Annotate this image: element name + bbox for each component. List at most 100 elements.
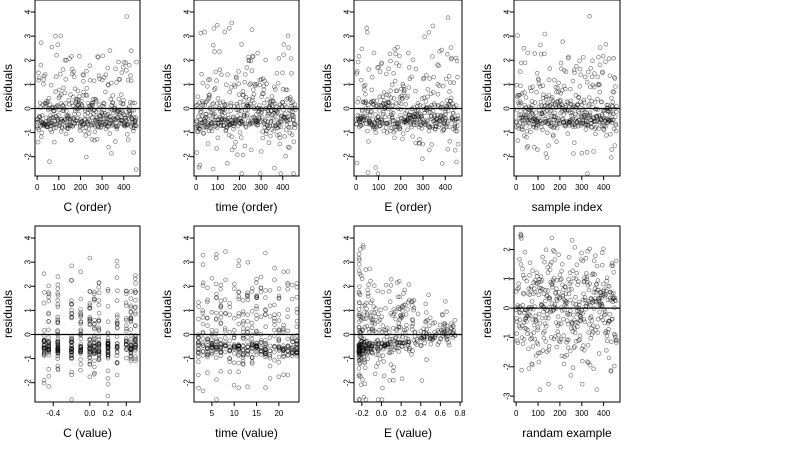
data-point	[575, 109, 581, 114]
data-point	[285, 269, 291, 274]
data-point	[273, 87, 278, 92]
data-point	[232, 343, 237, 349]
data-point	[276, 346, 282, 352]
y-tick-label: 2	[343, 58, 352, 63]
data-point	[394, 60, 399, 66]
data-point	[55, 346, 61, 351]
data-point	[96, 328, 102, 333]
data-point	[87, 352, 92, 358]
data-point	[437, 122, 443, 128]
data-point	[566, 119, 572, 125]
data-point	[361, 354, 367, 359]
data-point	[368, 346, 374, 351]
data-point	[553, 105, 559, 110]
data-point	[274, 110, 280, 115]
data-point	[114, 325, 120, 331]
y-tick-label: 3	[183, 33, 192, 38]
data-point	[397, 306, 403, 312]
data-point	[574, 270, 579, 276]
y-tick-label: 3	[343, 33, 352, 38]
data-point	[46, 335, 51, 340]
data-point	[283, 118, 289, 123]
data-point	[611, 363, 617, 369]
data-point	[365, 291, 371, 296]
data-point	[527, 292, 532, 298]
data-point	[586, 322, 592, 327]
data-point	[249, 355, 255, 361]
data-point	[69, 302, 74, 308]
data-point	[595, 81, 601, 87]
data-point	[87, 289, 93, 294]
data-point	[583, 255, 589, 261]
data-point	[442, 123, 447, 129]
data-point	[410, 113, 416, 119]
data-point	[366, 350, 371, 356]
data-point	[204, 115, 209, 120]
data-point	[517, 317, 522, 323]
data-point	[43, 123, 48, 128]
data-point	[214, 344, 219, 350]
data-point	[526, 120, 531, 125]
data-point	[583, 306, 588, 312]
data-point	[371, 98, 376, 104]
data-point	[369, 350, 375, 356]
data-point	[375, 342, 381, 348]
data-point	[133, 356, 138, 362]
data-point	[96, 356, 102, 362]
data-point	[218, 350, 224, 355]
data-point	[289, 113, 295, 118]
data-point	[575, 123, 581, 129]
data-point	[114, 124, 120, 130]
data-point	[115, 115, 120, 120]
data-point	[46, 344, 52, 349]
data-point	[558, 66, 564, 71]
data-point	[260, 129, 265, 134]
data-point	[398, 340, 404, 346]
data-point	[530, 116, 536, 121]
data-point	[518, 100, 524, 106]
data-point	[583, 271, 589, 276]
data-point	[589, 74, 595, 80]
data-point	[366, 117, 372, 122]
data-point	[449, 116, 455, 121]
data-point	[47, 102, 53, 108]
data-point	[365, 128, 370, 134]
data-point	[130, 125, 136, 131]
data-point	[55, 297, 60, 303]
data-point	[356, 347, 362, 352]
y-tick-label: -1	[343, 355, 352, 363]
data-point	[526, 286, 531, 292]
data-point	[272, 343, 277, 349]
data-point	[453, 116, 459, 122]
data-point	[123, 117, 129, 123]
data-point	[401, 119, 407, 125]
y-tick-label: -2	[343, 379, 352, 387]
data-point	[200, 315, 206, 320]
data-point	[419, 378, 425, 383]
data-point	[439, 312, 445, 317]
data-point	[203, 99, 209, 105]
data-point	[387, 299, 393, 305]
x-tick-label: 400	[439, 183, 453, 192]
data-point	[441, 121, 447, 126]
data-point	[565, 312, 571, 318]
data-point	[87, 350, 92, 355]
data-point	[394, 339, 400, 345]
data-point	[231, 335, 237, 340]
data-point	[579, 381, 585, 387]
data-point	[276, 318, 282, 323]
data-point	[521, 320, 527, 325]
data-point	[438, 336, 444, 342]
data-point	[404, 118, 410, 124]
data-point	[611, 75, 617, 80]
data-point	[236, 347, 242, 353]
data-point	[583, 117, 589, 122]
data-point	[613, 337, 619, 343]
data-point	[546, 143, 551, 148]
data-point	[227, 369, 233, 375]
data-point	[429, 116, 435, 122]
data-point	[516, 102, 522, 107]
data-point	[256, 117, 262, 123]
data-point	[272, 110, 278, 116]
data-point	[122, 122, 127, 128]
